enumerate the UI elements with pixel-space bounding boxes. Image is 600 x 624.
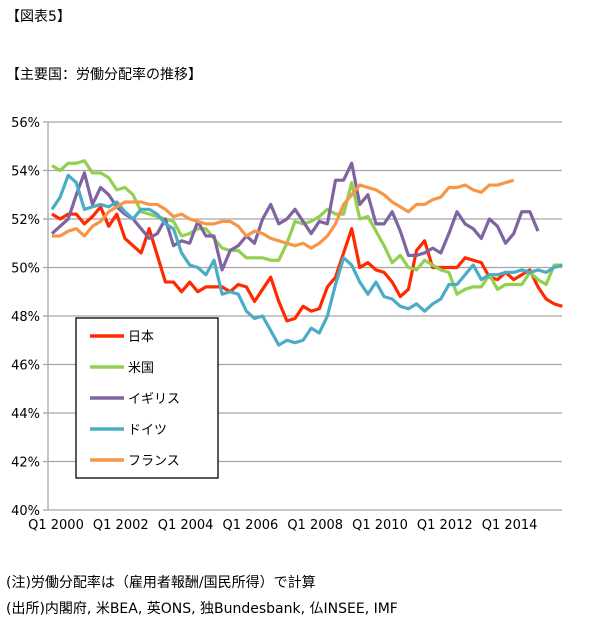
figure-label: 【図表5】 [6,9,71,25]
y-tick-label: 44% [11,407,40,422]
x-tick-label: Q1 2002 [93,518,149,533]
y-tick-label: 42% [11,456,40,471]
series-line-日本 [51,205,563,323]
x-tick-label: Q1 2006 [223,518,279,533]
legend-label: イギリス [128,392,180,407]
x-tick-label: Q1 2014 [482,518,538,533]
series-line-イギリス [50,161,540,272]
line-chart: 40% 42% 44% 46% 48% 50% 52% 54% 56% Q1 2000 Q1 200… [11,116,563,533]
y-tick-label: 50% [11,262,40,277]
y-tick-label: 56% [11,116,40,131]
x-tick-label: Q1 2008 [287,518,343,533]
series-line-ドイツ [50,173,563,347]
y-tick-label: 48% [11,310,40,325]
x-tick-label: Q1 2010 [352,518,408,533]
chart-subtitle: 【主要国：労働分配率の推移】 [6,67,202,83]
y-tick-label: 40% [11,504,40,519]
legend-label: 米国 [128,361,154,376]
x-tick-label: Q1 2012 [417,518,473,533]
y-tick-label: 54% [11,165,40,180]
y-tick-label: 52% [11,213,40,228]
legend-label: 日本 [128,330,154,345]
x-tick-label: Q1 2004 [158,518,214,533]
x-tick-label: Q1 2000 [28,518,84,533]
footnote: (注)労働分配率は（雇用者報酬/国民所得）で計算 [6,575,316,591]
y-tick-label: 46% [11,359,40,374]
legend-label: フランス [128,454,180,469]
legend-label: ドイツ [128,423,167,438]
series-line-フランス [52,178,515,250]
source-note: (出所)内閣府, 米BEA, 英ONS, 独Bundesbank, 仏INSEE… [6,601,398,617]
